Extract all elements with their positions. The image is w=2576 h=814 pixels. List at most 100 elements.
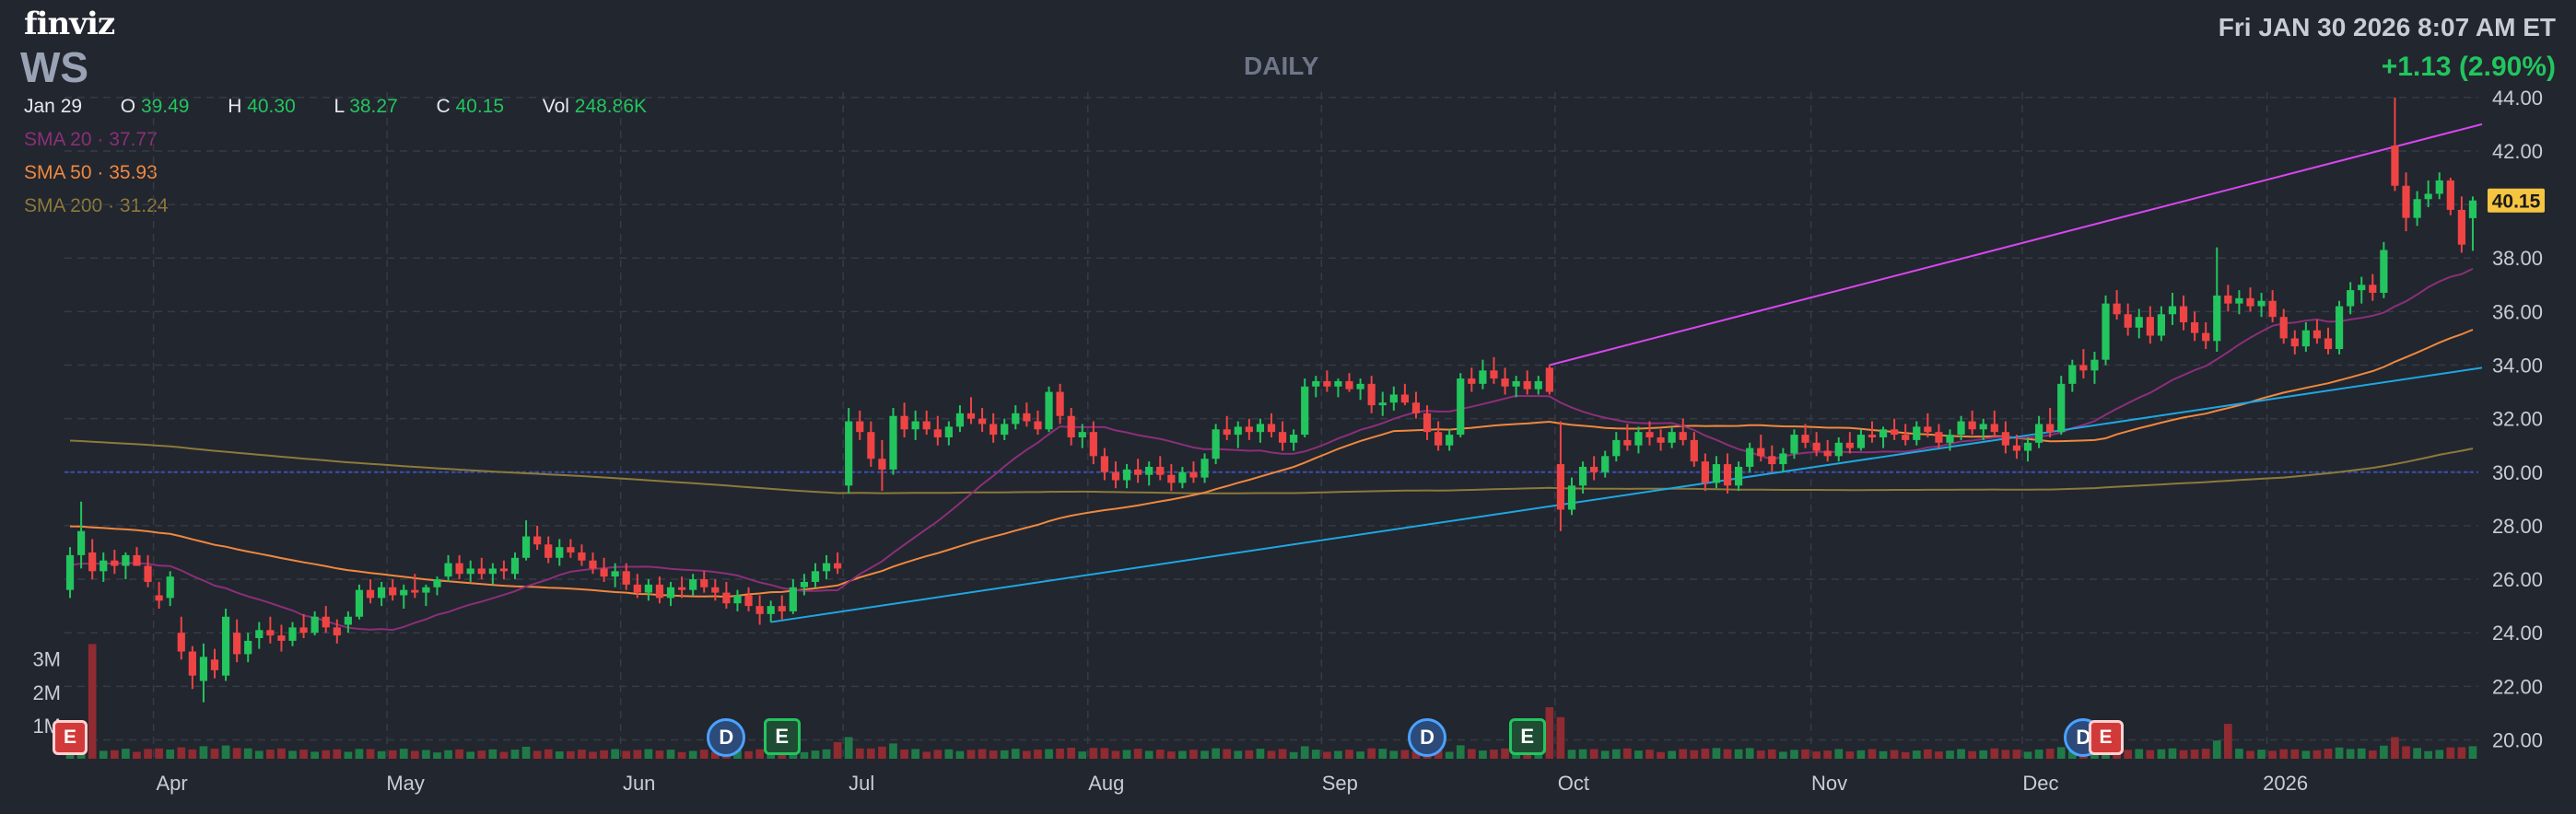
candle <box>856 410 864 440</box>
legend-sma50[interactable]: SMA 50 · 35.93 <box>24 162 158 184</box>
volume-bar <box>1723 749 1732 759</box>
candle <box>1245 418 1253 440</box>
candle-body <box>377 587 386 599</box>
candle-body <box>1990 424 1998 433</box>
volume-bar <box>1423 749 1432 759</box>
candle <box>767 600 775 622</box>
legend-sma200-label: SMA 200 <box>24 195 103 216</box>
candle <box>2424 180 2432 207</box>
legend-sma50-value: 35.93 <box>109 162 158 183</box>
volume-bar <box>422 750 430 759</box>
volume-bar <box>2380 745 2388 759</box>
candle <box>1868 421 1877 443</box>
candle-body <box>2324 338 2333 350</box>
finviz-logo[interactable]: finviz <box>24 6 115 42</box>
volume-bar <box>989 750 998 759</box>
candle-body <box>310 616 319 634</box>
candle <box>155 581 163 610</box>
candle-body <box>2046 424 2055 433</box>
candle-body <box>878 459 886 470</box>
volume-bar <box>1734 749 1743 759</box>
volume-bar <box>655 750 664 759</box>
candle <box>722 581 731 610</box>
candle-body <box>299 627 308 634</box>
candle-body <box>1657 436 1665 443</box>
candle-body <box>1856 435 1866 448</box>
candle <box>2157 306 2166 342</box>
candle <box>1645 421 1654 446</box>
candle <box>2369 273 2377 301</box>
candle-body <box>355 589 364 617</box>
legend-sma20[interactable]: SMA 20 · 37.77 <box>24 129 158 151</box>
candle <box>1111 461 1120 489</box>
candle-body <box>1879 429 1888 437</box>
candle <box>1856 429 1866 451</box>
volume-bar <box>1623 748 1632 759</box>
candle-body <box>1968 421 1976 430</box>
volume-bar <box>88 644 97 759</box>
high-label: H <box>228 96 242 117</box>
candle-body <box>811 571 820 582</box>
candle <box>1834 436 1843 462</box>
legend-sma200[interactable]: SMA 200 · 31.24 <box>24 195 168 217</box>
candle <box>966 397 976 424</box>
candle <box>1801 424 1809 448</box>
candle <box>1823 439 1832 462</box>
volume-bar <box>2313 750 2322 759</box>
legend-sma200-value: 31.24 <box>119 195 169 216</box>
candle <box>1457 373 1465 437</box>
low-label: L <box>334 96 345 117</box>
volume-bar <box>477 750 486 759</box>
candle <box>1590 456 1598 481</box>
volume-bar <box>2324 749 2333 759</box>
volume-bar <box>1434 749 1443 759</box>
volume-bar <box>399 749 408 759</box>
candle <box>499 560 509 580</box>
candle <box>188 645 196 690</box>
volume-bar <box>1611 749 1621 759</box>
volume-bar <box>955 750 965 759</box>
candle-body <box>1278 432 1287 443</box>
candle-body <box>1902 435 1910 440</box>
candle <box>322 606 330 634</box>
candle <box>2135 308 2143 339</box>
volume-bar <box>744 750 753 759</box>
candle-body <box>567 547 575 552</box>
candle-body <box>1534 380 1542 390</box>
volume-bar <box>433 752 441 759</box>
candle-body <box>1712 464 1721 483</box>
candle <box>1001 418 1009 440</box>
candle <box>922 410 931 436</box>
volume-bar <box>1367 748 1376 759</box>
volume-bar <box>889 743 897 759</box>
volume-bar <box>1245 750 1254 759</box>
volume-bar <box>1645 750 1654 759</box>
candle <box>2068 359 2077 392</box>
volume-bar <box>2079 748 2088 759</box>
candle-body <box>966 413 976 419</box>
candle <box>2347 282 2355 315</box>
volume-bar <box>1389 750 1399 759</box>
x-tick-label: Apr <box>156 772 187 795</box>
volume-bar <box>1345 750 1353 759</box>
candle-body <box>978 418 987 424</box>
candle <box>1378 391 1387 416</box>
volume-bar <box>76 745 86 759</box>
candle <box>1134 459 1142 483</box>
candle <box>1723 453 1732 494</box>
candle-body <box>1145 466 1153 475</box>
volume-bar <box>1490 750 1498 759</box>
volume-bar <box>2056 747 2066 759</box>
candle-body <box>2246 297 2254 307</box>
candle <box>521 520 531 561</box>
volume-bar <box>533 750 542 759</box>
volume-bar <box>811 750 820 759</box>
candle <box>1578 461 1587 494</box>
volume-bar <box>622 750 631 759</box>
candle <box>1200 453 1209 483</box>
candle <box>1690 432 1698 467</box>
candle-body <box>133 554 141 566</box>
volume-bar <box>900 749 908 759</box>
volume-bar <box>1957 749 1965 759</box>
